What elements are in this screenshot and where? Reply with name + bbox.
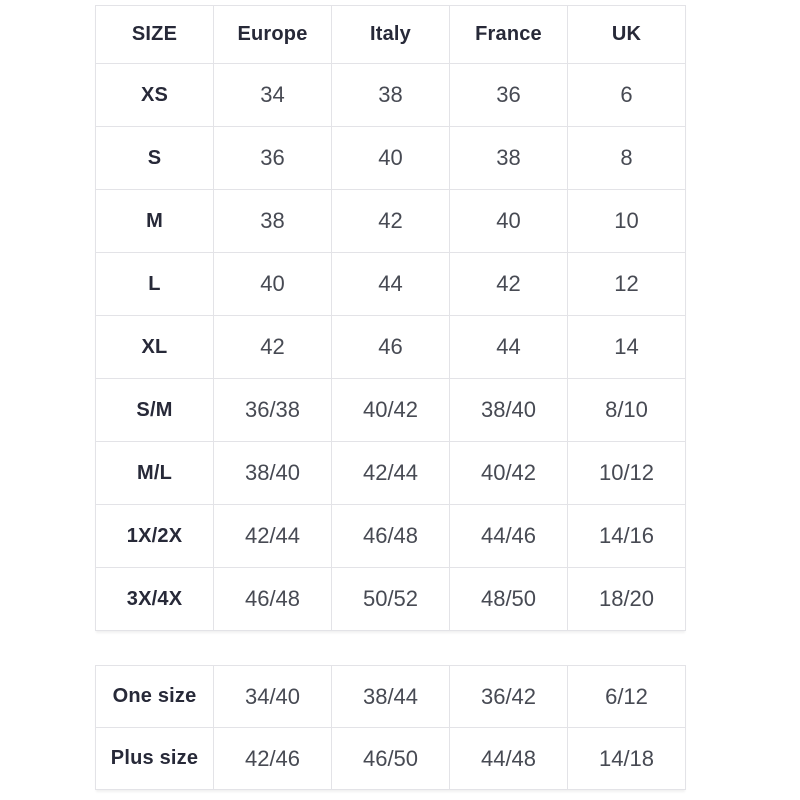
size-chart: SIZE Europe Italy France UK XS 34 38 36 6 S 36 40 38… bbox=[95, 5, 686, 790]
size-label-cell: S/M bbox=[95, 378, 214, 442]
size-value-cell: 40 bbox=[449, 189, 568, 253]
size-value-cell: 14/16 bbox=[567, 504, 686, 568]
size-value-cell: 40/42 bbox=[331, 378, 450, 442]
size-value-cell: 42 bbox=[449, 252, 568, 316]
table-row: L 40 44 42 12 bbox=[95, 252, 686, 316]
column-header-cell: SIZE bbox=[95, 5, 214, 64]
one-size-table: One size 34/40 38/44 36/42 6/12 Plus size 42/4… bbox=[95, 665, 686, 790]
size-value-cell: 34 bbox=[213, 63, 332, 127]
table-row: M/L 38/40 42/44 40/42 10/12 bbox=[95, 441, 686, 505]
size-label-cell: One size bbox=[95, 665, 214, 728]
column-header-cell: Europe bbox=[213, 5, 332, 64]
one-size-table-body: One size 34/40 38/44 36/42 6/12 Plus size 42/4… bbox=[95, 665, 686, 790]
size-value-cell: 40 bbox=[213, 252, 332, 316]
size-value-cell: 44 bbox=[449, 315, 568, 379]
size-value-cell: 36/38 bbox=[213, 378, 332, 442]
size-value-cell: 46/50 bbox=[331, 727, 450, 790]
table-row: S/M 36/38 40/42 38/40 8/10 bbox=[95, 378, 686, 442]
size-label-cell: XS bbox=[95, 63, 214, 127]
size-value-cell: 40/42 bbox=[449, 441, 568, 505]
column-header-cell: France bbox=[449, 5, 568, 64]
size-value-cell: 44/48 bbox=[449, 727, 568, 790]
size-value-cell: 38/40 bbox=[213, 441, 332, 505]
size-value-cell: 46/48 bbox=[331, 504, 450, 568]
size-value-cell: 6/12 bbox=[567, 665, 686, 728]
size-value-cell: 46/48 bbox=[213, 567, 332, 631]
size-label-cell: 1X/2X bbox=[95, 504, 214, 568]
size-value-cell: 8 bbox=[567, 126, 686, 190]
size-value-cell: 38/40 bbox=[449, 378, 568, 442]
header-row: SIZE Europe Italy France UK bbox=[95, 5, 686, 64]
size-value-cell: 46 bbox=[331, 315, 450, 379]
size-value-cell: 50/52 bbox=[331, 567, 450, 631]
size-label-cell: Plus size bbox=[95, 727, 214, 790]
size-value-cell: 14 bbox=[567, 315, 686, 379]
table-row: 3X/4X 46/48 50/52 48/50 18/20 bbox=[95, 567, 686, 631]
size-value-cell: 14/18 bbox=[567, 727, 686, 790]
table-row: 1X/2X 42/44 46/48 44/46 14/16 bbox=[95, 504, 686, 568]
size-label-cell: M/L bbox=[95, 441, 214, 505]
size-value-cell: 42/44 bbox=[213, 504, 332, 568]
size-label-cell: 3X/4X bbox=[95, 567, 214, 631]
size-value-cell: 18/20 bbox=[567, 567, 686, 631]
size-value-cell: 36 bbox=[213, 126, 332, 190]
table-row: One size 34/40 38/44 36/42 6/12 bbox=[95, 665, 686, 728]
size-value-cell: 10/12 bbox=[567, 441, 686, 505]
column-header-cell: Italy bbox=[331, 5, 450, 64]
size-value-cell: 38 bbox=[449, 126, 568, 190]
size-value-cell: 8/10 bbox=[567, 378, 686, 442]
table-row: S 36 40 38 8 bbox=[95, 126, 686, 190]
size-value-cell: 10 bbox=[567, 189, 686, 253]
size-label-cell: XL bbox=[95, 315, 214, 379]
size-value-cell: 36/42 bbox=[449, 665, 568, 728]
size-value-cell: 12 bbox=[567, 252, 686, 316]
size-value-cell: 40 bbox=[331, 126, 450, 190]
size-value-cell: 44 bbox=[331, 252, 450, 316]
table-row: M 38 42 40 10 bbox=[95, 189, 686, 253]
size-value-cell: 42 bbox=[331, 189, 450, 253]
table-row: XL 42 46 44 14 bbox=[95, 315, 686, 379]
table-row: Plus size 42/46 46/50 44/48 14/18 bbox=[95, 727, 686, 790]
size-label-cell: L bbox=[95, 252, 214, 316]
size-label-cell: M bbox=[95, 189, 214, 253]
size-value-cell: 42 bbox=[213, 315, 332, 379]
size-conversion-table: SIZE Europe Italy France UK XS 34 38 36 6 S 36 40 38… bbox=[95, 5, 686, 631]
size-value-cell: 44/46 bbox=[449, 504, 568, 568]
table-row: XS 34 38 36 6 bbox=[95, 63, 686, 127]
size-value-cell: 48/50 bbox=[449, 567, 568, 631]
size-value-cell: 38/44 bbox=[331, 665, 450, 728]
size-value-cell: 36 bbox=[449, 63, 568, 127]
size-value-cell: 42/46 bbox=[213, 727, 332, 790]
size-value-cell: 34/40 bbox=[213, 665, 332, 728]
column-header-cell: UK bbox=[567, 5, 686, 64]
size-value-cell: 6 bbox=[567, 63, 686, 127]
size-table-body: XS 34 38 36 6 S 36 40 38 8 M 38 42 40 10 L 40 44 42 12 XL 42 4… bbox=[95, 63, 686, 631]
size-value-cell: 38 bbox=[331, 63, 450, 127]
size-value-cell: 42/44 bbox=[331, 441, 450, 505]
size-label-cell: S bbox=[95, 126, 214, 190]
size-value-cell: 38 bbox=[213, 189, 332, 253]
size-table-header: SIZE Europe Italy France UK bbox=[95, 5, 686, 64]
